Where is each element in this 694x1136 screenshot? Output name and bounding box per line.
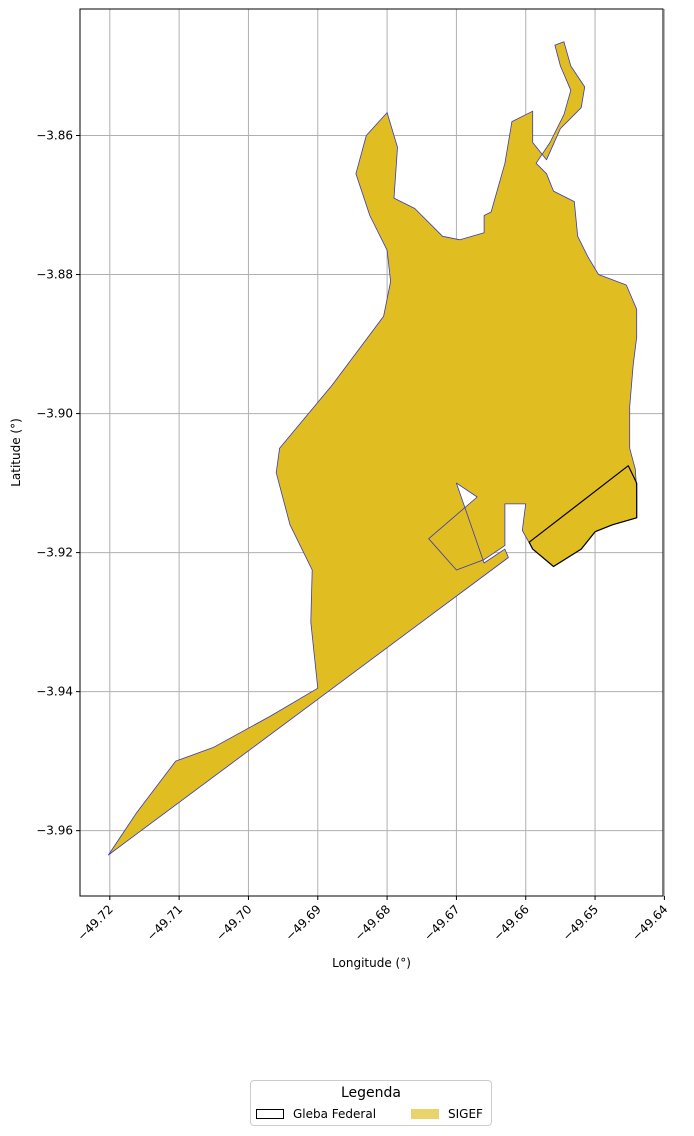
x-tick-label: −49.70 [213, 902, 254, 943]
y-axis-label: Latitude (°) [9, 418, 23, 487]
x-tick-label: −49.67 [421, 902, 462, 943]
y-tick-label: −3.94 [36, 685, 73, 699]
x-tick-label: −49.71 [144, 902, 185, 943]
legend-swatch-sigef [411, 1109, 439, 1119]
y-tick-label: −3.86 [36, 129, 73, 143]
legend-label-sigef: SIGEF [448, 1107, 483, 1121]
legend: Legenda Gleba Federal SIGEF [250, 1080, 492, 1126]
polygon-sigef [108, 41, 638, 856]
plot-frame [79, 8, 664, 897]
legend-item-sigef: SIGEF [411, 1107, 483, 1121]
legend-title: Legenda [340, 1085, 401, 1101]
x-tick-label: −49.69 [283, 902, 324, 943]
x-tick-label: −49.68 [352, 902, 393, 943]
x-tick-label: −49.65 [560, 902, 601, 943]
y-tick-label: −3.90 [36, 407, 73, 421]
legend-item-gleba-federal: Gleba Federal [256, 1107, 376, 1121]
x-axis-label: Longitude (°) [332, 956, 411, 970]
x-tick-label: −49.72 [75, 902, 116, 943]
x-tick-label: −49.64 [629, 902, 670, 943]
y-tick-label: −3.88 [36, 268, 73, 282]
legend-label-gleba-federal: Gleba Federal [293, 1107, 377, 1121]
polygon-gleba-federal [528, 465, 638, 568]
map-layers [108, 41, 638, 856]
x-tick-label: −49.66 [491, 902, 532, 943]
y-tick-label: −3.92 [36, 546, 73, 560]
legend-swatch-gleba-federal [256, 1109, 284, 1119]
y-tick-label: −3.96 [36, 824, 73, 838]
